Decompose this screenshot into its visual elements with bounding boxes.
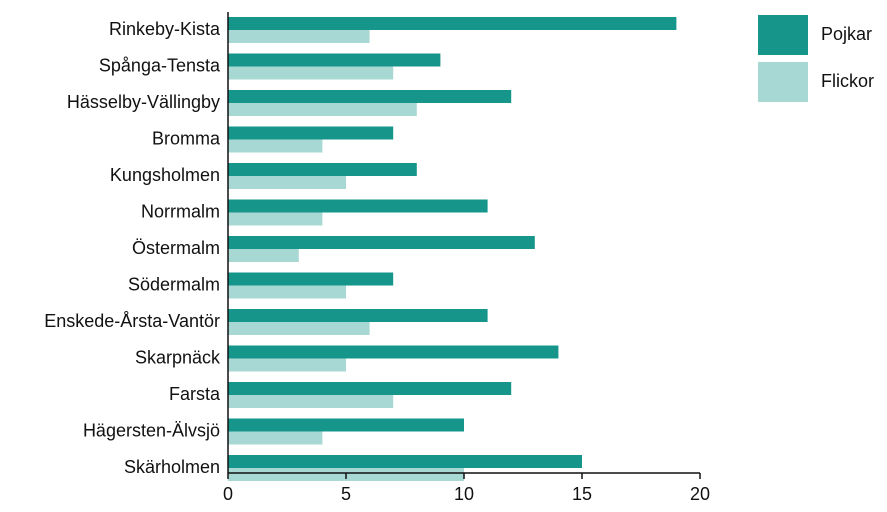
legend-swatch-flickor xyxy=(758,62,808,102)
bar-pojkar-8 xyxy=(228,309,488,322)
category-label: Enskede-Årsta-Vantör xyxy=(44,311,220,331)
bar-pojkar-10 xyxy=(228,382,512,395)
bar-pojkar-7 xyxy=(228,272,394,286)
bar-flickor-11 xyxy=(228,431,323,445)
category-label: Skarpnäck xyxy=(135,347,221,367)
bar-pojkar-11 xyxy=(228,418,464,432)
bar-flickor-10 xyxy=(228,395,394,408)
category-label: Hässelby-Vällingby xyxy=(67,92,220,112)
category-label: Skärholmen xyxy=(124,457,220,477)
category-label: Farsta xyxy=(169,384,221,404)
bar-pojkar-6 xyxy=(228,236,535,249)
x-tick-label: 15 xyxy=(572,484,592,504)
x-tick-label: 10 xyxy=(454,484,474,504)
legend: Pojkar Flickor xyxy=(758,15,874,102)
bar-pojkar-9 xyxy=(228,345,559,359)
bar-flickor-6 xyxy=(228,249,299,262)
category-label: Spånga-Tensta xyxy=(99,55,221,75)
bar-pojkar-1 xyxy=(228,53,441,67)
bar-flickor-2 xyxy=(228,103,417,116)
bars-layer xyxy=(228,17,677,481)
category-labels: Rinkeby-Kista Spånga-Tensta Hässelby-Välli… xyxy=(44,19,221,477)
category-label: Södermalm xyxy=(128,274,220,294)
category-label: Östermalm xyxy=(132,238,220,258)
category-label: Kungsholmen xyxy=(110,165,220,185)
legend-swatch-pojkar xyxy=(758,15,808,55)
bar-flickor-0 xyxy=(228,30,370,43)
bar-pojkar-4 xyxy=(228,163,417,176)
legend-label-pojkar: Pojkar xyxy=(821,24,872,44)
category-label: Rinkeby-Kista xyxy=(109,19,221,39)
bar-pojkar-2 xyxy=(228,90,512,103)
x-axis-ticks: 0 5 10 15 20 xyxy=(223,473,710,504)
category-label: Norrmalm xyxy=(141,201,220,221)
bar-pojkar-0 xyxy=(228,17,677,30)
bar-pojkar-12 xyxy=(228,455,582,468)
category-label: Hägersten-Älvsjö xyxy=(83,420,220,440)
legend-label-flickor: Flickor xyxy=(821,71,874,91)
bar-flickor-8 xyxy=(228,322,370,335)
bar-flickor-9 xyxy=(228,358,346,372)
x-tick-label: 5 xyxy=(341,484,351,504)
bar-flickor-1 xyxy=(228,66,394,80)
bar-flickor-7 xyxy=(228,285,346,299)
bar-pojkar-5 xyxy=(228,199,488,213)
bar-flickor-4 xyxy=(228,176,346,189)
bar-pojkar-3 xyxy=(228,126,394,140)
x-tick-label: 20 xyxy=(690,484,710,504)
x-tick-label: 0 xyxy=(223,484,233,504)
category-label: Bromma xyxy=(152,128,221,148)
bar-flickor-3 xyxy=(228,139,323,153)
bar-flickor-5 xyxy=(228,212,323,226)
